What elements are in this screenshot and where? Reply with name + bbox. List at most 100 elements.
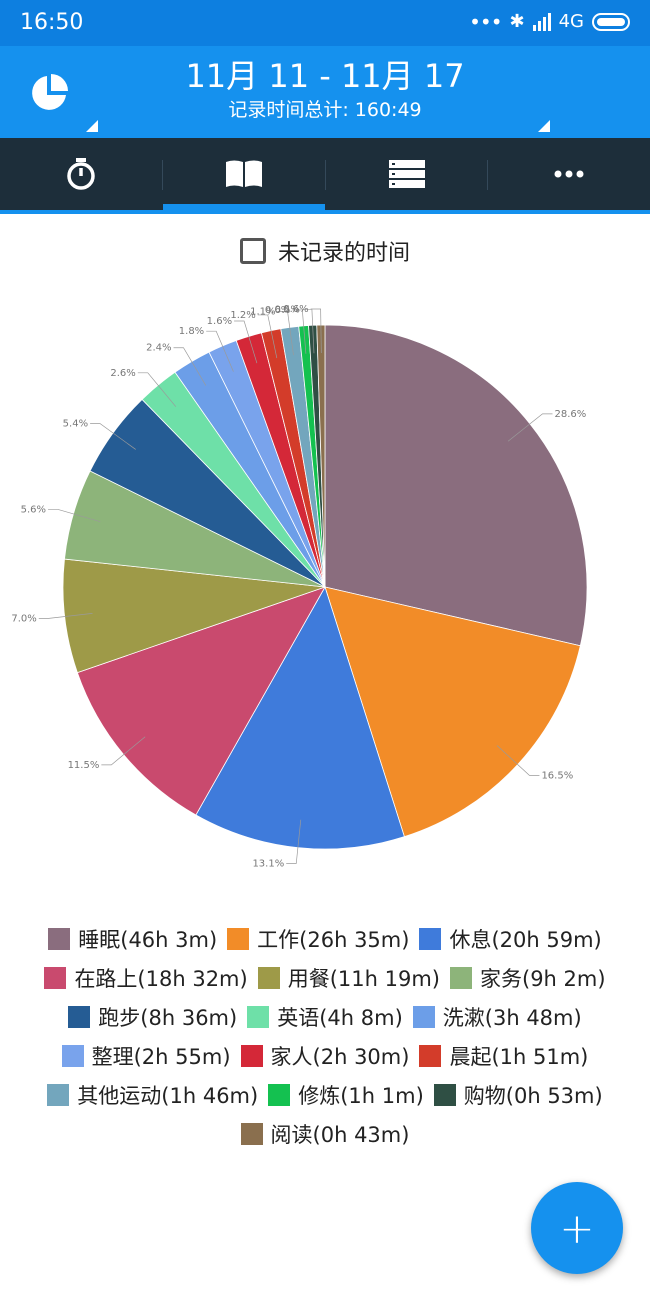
legend-label: 晨起(1h 51m) [449, 1044, 589, 1069]
legend-swatch [48, 927, 71, 950]
total-time-subtitle: 记录时间总计: 160:49 [228, 99, 422, 121]
legend-swatch [47, 1083, 70, 1106]
pie-data-label: 1.6% [207, 316, 232, 327]
pie-leader-line [137, 372, 177, 407]
more-icon [554, 170, 584, 178]
pie-data-label: 11.5% [68, 760, 100, 771]
pie-data-label: 16.5% [541, 770, 573, 781]
pie-leader-line [507, 413, 553, 442]
legend-label: 工作(26h 35m) [257, 927, 410, 952]
legend-item: 修炼(1h 1m) [268, 1082, 424, 1108]
pie-data-label: 1.1% [250, 307, 275, 318]
legend-label: 购物(0h 53m) [463, 1083, 603, 1108]
pie-leader-line [310, 308, 322, 354]
legend-item: 购物(0h 53m) [433, 1082, 603, 1108]
legend-label: 睡眠(46h 3m) [78, 927, 218, 952]
unrecorded-time-checkbox[interactable] [239, 238, 266, 264]
pie-leader-line [206, 330, 234, 372]
legend-swatch [227, 927, 250, 950]
legend-item: 用餐(11h 19m) [257, 965, 440, 991]
pie-leader-line [173, 347, 207, 386]
legend-label: 阅读(0h 43m) [270, 1122, 410, 1147]
tab-list[interactable] [326, 138, 488, 210]
add-button[interactable]: + [531, 1182, 623, 1274]
legend-swatch [419, 927, 442, 950]
legend-item: 阅读(0h 43m) [240, 1121, 410, 1147]
pie-data-label: 13.1% [252, 859, 284, 870]
tab-selected-indicator [163, 204, 325, 210]
legend-item: 睡眠(46h 3m) [48, 926, 218, 952]
legend-item: 英语(4h 8m) [247, 1004, 403, 1030]
pie-data-label: 0.6% [265, 305, 290, 316]
app-bar: 11月 11 - 11月 17 记录时间总计: 160:49 [0, 46, 650, 138]
date-range-title[interactable]: 11月 11 - 11月 17 [185, 57, 465, 95]
pie-leader-line [292, 309, 307, 354]
tab-timer[interactable] [0, 138, 162, 210]
legend-swatch [247, 1005, 270, 1028]
legend-label: 用餐(11h 19m) [287, 966, 440, 991]
network-type: 4G [558, 11, 584, 32]
pie-leader-line [234, 320, 258, 364]
legend-label: 整理(2h 55m) [91, 1044, 231, 1069]
legend-label: 洗漱(3h 48m) [442, 1005, 582, 1030]
legend-swatch [44, 966, 67, 989]
pie-chart-icon[interactable] [30, 74, 68, 112]
legend-item: 跑步(8h 36m) [68, 1004, 238, 1030]
pie-data-label: 5.6% [21, 504, 46, 515]
legend-swatch [240, 1122, 263, 1145]
legend-item: 整理(2h 55m) [61, 1043, 231, 1069]
legend-swatch [268, 1083, 291, 1106]
legend-swatch [240, 1044, 263, 1067]
legend-item: 洗漱(3h 48m) [412, 1004, 582, 1030]
legend-label: 家人(2h 30m) [270, 1044, 410, 1069]
pie-data-label: 0.5% [274, 304, 299, 315]
dropdown-corner-icon[interactable] [86, 120, 98, 132]
legend-swatch [257, 966, 280, 989]
chart-legend: 睡眠(46h 3m) 工作(26h 35m) 休息(20h 59m) 在路上(18h … [20, 926, 630, 1147]
status-bar: 16:50 ••• ✱ 4G [0, 0, 650, 46]
legend-swatch [68, 1005, 91, 1028]
legend-swatch [419, 1044, 442, 1067]
pie-leader-line [496, 745, 540, 776]
pie-data-label: 7.0% [11, 613, 36, 624]
pie-leader-line [286, 819, 302, 864]
signal-icon [532, 12, 551, 31]
legend-item: 家人(2h 30m) [240, 1043, 410, 1069]
legend-swatch [61, 1044, 84, 1067]
tab-divider [162, 160, 163, 190]
pie-data-label: 1.8% [179, 326, 204, 337]
tab-bar [0, 138, 650, 214]
legend-item: 家务(9h 2m) [450, 965, 606, 991]
legend-label: 跑步(8h 36m) [98, 1005, 238, 1030]
list-icon [389, 160, 425, 188]
legend-swatch [433, 1083, 456, 1106]
pie-data-label: 5.4% [63, 419, 88, 430]
legend-item: 工作(26h 35m) [227, 926, 410, 952]
pie-leader-line [277, 311, 294, 356]
pie-leader-line [257, 314, 278, 359]
pie-data-label: 1.2% [230, 310, 255, 321]
unrecorded-time-row[interactable]: 未记录的时间 [0, 234, 650, 268]
legend-label: 休息(20h 59m) [449, 927, 602, 952]
dropdown-corner-icon[interactable] [538, 120, 550, 132]
unrecorded-time-label: 未记录的时间 [277, 241, 410, 266]
stopwatch-icon [67, 158, 95, 190]
status-time: 16:50 [20, 10, 84, 35]
tab-more[interactable] [488, 138, 650, 210]
legend-swatch [412, 1005, 435, 1028]
legend-item: 休息(20h 59m) [419, 926, 602, 952]
tab-divider [487, 160, 488, 190]
legend-item: 晨起(1h 51m) [419, 1043, 589, 1069]
tab-divider [325, 160, 326, 190]
tab-report[interactable] [163, 138, 325, 210]
pie-leader-line [90, 423, 136, 450]
pie-data-label: 2.4% [146, 343, 171, 354]
pie-data-label: 0.6% [283, 304, 308, 315]
notification-dots-icon: ••• [469, 9, 502, 34]
pie-chart: 28.6% 16.5% 13.1% 11.5% 7.0% 5.6% 5.4% 2.6% 2.4%… [11, 304, 588, 870]
legend-label: 家务(9h 2m) [480, 966, 606, 991]
legend-label: 其他运动(1h 46m) [77, 1083, 259, 1108]
legend-label: 修炼(1h 1m) [298, 1083, 424, 1108]
bluetooth-icon: ✱ [509, 11, 525, 32]
pie-data-label: 2.6% [110, 368, 135, 379]
